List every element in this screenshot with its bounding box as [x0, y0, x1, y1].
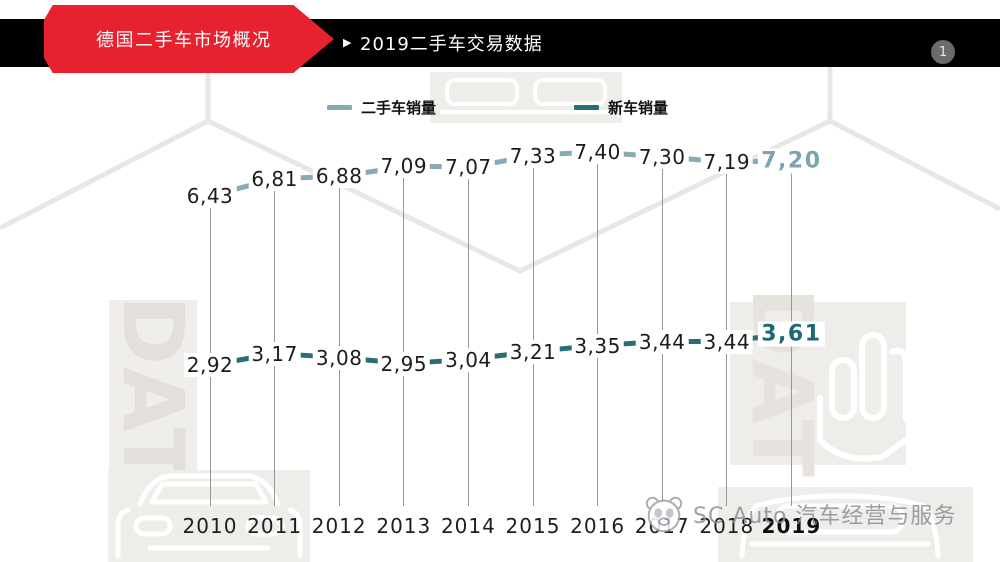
data-label: 3,17: [248, 341, 301, 366]
data-label: 3,44: [635, 329, 689, 354]
x-axis-label-2018: 2018: [699, 514, 755, 538]
data-label: 7,07: [442, 155, 495, 180]
legend-label: 二手车销量: [361, 99, 437, 117]
page-number-badge: 1: [931, 40, 955, 64]
car-rear-icon: [718, 487, 973, 562]
data-label: 3,44: [700, 329, 754, 354]
new-car-series-swatch: [574, 105, 599, 110]
data-label: 7,40: [571, 140, 624, 165]
dat-text: DAT: [733, 287, 831, 479]
line-segment: [682, 339, 707, 345]
slide-subtitle: 2019二手车交易数据: [360, 34, 543, 55]
data-label: 3,61: [758, 321, 825, 347]
legend-item-new-cars: 新车销量: [574, 97, 668, 118]
gridline-2015: [532, 167, 534, 506]
data-label: 6,43: [183, 184, 237, 208]
brand-watermark: SC Auto 汽车经营与服务: [642, 492, 956, 536]
section-title: 德国二手车市场概况: [96, 30, 272, 51]
x-axis-label-2010: 2010: [182, 514, 238, 538]
data-label: 6,81: [248, 166, 301, 191]
panda-logo-icon: [645, 496, 683, 533]
x-axis-label-2011: 2011: [247, 514, 303, 538]
data-label: 2,95: [377, 351, 431, 376]
data-label: 3,04: [442, 347, 495, 372]
gridline-2014: [467, 179, 469, 506]
legend-label: 新车销量: [608, 99, 669, 117]
x-axis-label-2013: 2013: [376, 514, 432, 538]
section-ribbon: 德国二手车市场概况: [44, 5, 334, 73]
data-label: 7,30: [635, 144, 689, 169]
data-label: 3,21: [506, 339, 560, 364]
x-axis-label-2015: 2015: [505, 514, 561, 538]
data-label: 7,19: [700, 149, 754, 174]
data-label: 7,33: [506, 143, 560, 168]
data-label: 7,09: [377, 154, 431, 179]
hand-icon: [817, 332, 909, 462]
used-car-series-swatch: [327, 105, 352, 110]
car-front-icon: [108, 470, 310, 562]
data-label: 7,20: [758, 148, 825, 174]
data-label: 3,35: [571, 333, 624, 358]
dat-text: DAT: [104, 295, 202, 487]
brand-text: SC Auto 汽车经营与服务: [693, 504, 957, 529]
legend-item-used-cars: 二手车销量: [327, 97, 436, 118]
x-axis-label-2014: 2014: [440, 514, 496, 538]
x-axis-label-2016: 2016: [570, 514, 626, 538]
data-label: 3,08: [312, 345, 366, 370]
data-label: 6,88: [312, 163, 366, 188]
x-axis-label-2019: 2019: [761, 514, 822, 538]
car-top-icon: [430, 72, 622, 123]
x-axis-label-2012: 2012: [311, 514, 367, 538]
triangle-marker-icon: ▶: [343, 36, 352, 49]
data-label: 2,92: [183, 353, 237, 377]
gridline-2013: [403, 178, 405, 506]
